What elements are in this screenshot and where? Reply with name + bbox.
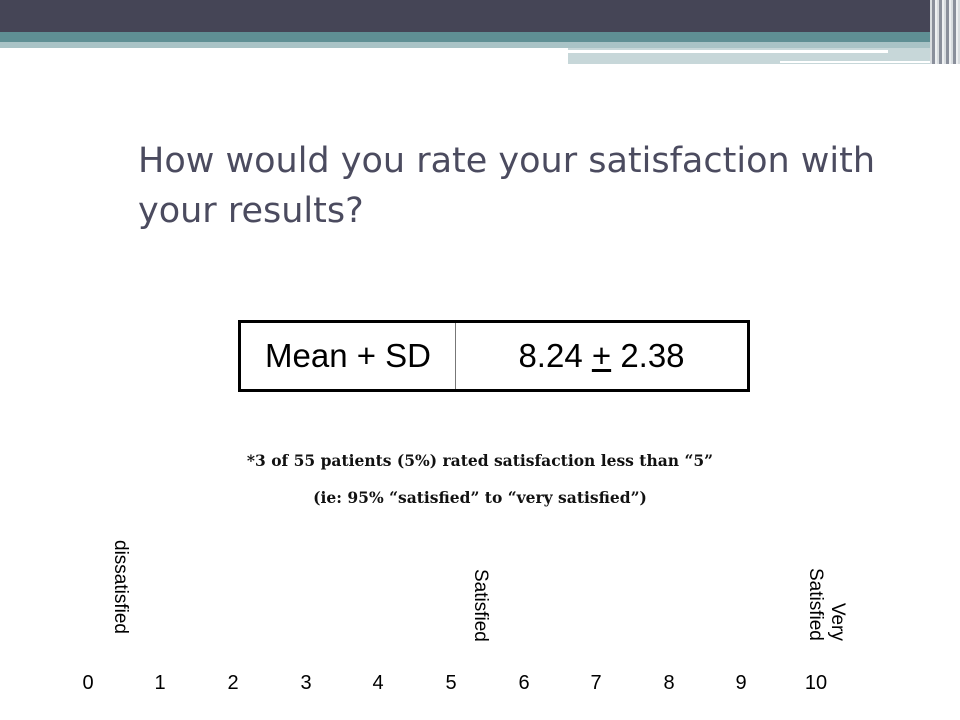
header-divider-line xyxy=(568,50,888,53)
header-divider-line-2 xyxy=(780,61,960,63)
stat-table: Mean + SD 8.24 + 2.38 xyxy=(238,320,750,392)
stat-plus-minus: + xyxy=(591,337,612,374)
scale-tick: 4 xyxy=(372,672,384,694)
scale-label-very: Very xyxy=(827,602,848,641)
rating-scale: 0 1 2 3 4 5 6 7 8 9 10 xyxy=(82,672,858,700)
stat-sd: 2.38 xyxy=(620,337,685,374)
header-corner-decoration xyxy=(930,0,960,64)
footnote-1: *3 of 55 patients (5%) rated satisfactio… xyxy=(246,451,714,470)
scale-tick: 8 xyxy=(663,672,675,694)
scale-tick: 3 xyxy=(300,672,312,694)
header-bar xyxy=(0,0,960,32)
stat-value-cell: 8.24 + 2.38 xyxy=(456,323,747,389)
scale-tick: 10 xyxy=(804,672,828,694)
header-stripe-teal xyxy=(0,32,960,42)
slide-title: How would you rate your satisfaction wit… xyxy=(138,141,876,231)
header-stripe-light xyxy=(0,42,960,48)
scale-label-very-satisfied-word: Satisfied xyxy=(805,568,826,641)
stat-mean: 8.24 xyxy=(518,337,583,374)
scale-label-dissatisfied: dissatisfied xyxy=(110,540,131,634)
scale-tick: 1 xyxy=(154,672,166,694)
scale-tick: 2 xyxy=(227,672,239,694)
scale-label-satisfied: Satisfied xyxy=(470,569,491,642)
scale-tick: 9 xyxy=(735,672,747,694)
scale-tick: 7 xyxy=(590,672,602,694)
scale-tick: 0 xyxy=(82,672,94,694)
scale-tick: 6 xyxy=(518,672,530,694)
scale-label-very-satisfied: Very Satisfied xyxy=(804,568,848,641)
stat-label-cell: Mean + SD xyxy=(241,323,456,389)
footnote-2: (ie: 95% “satisfied” to “very satisfied”… xyxy=(313,488,647,507)
scale-tick: 5 xyxy=(445,672,457,694)
